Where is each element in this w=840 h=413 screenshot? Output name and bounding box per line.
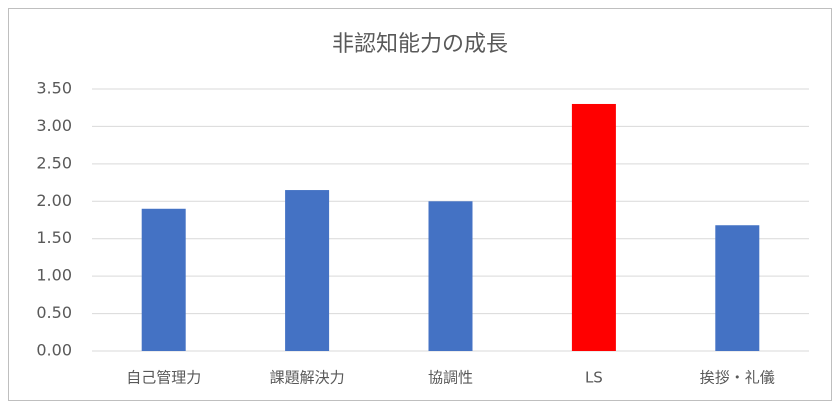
chart-title: 非認知能力の成長 — [332, 32, 508, 57]
bar — [428, 201, 473, 351]
y-tick-label: 1.50 — [36, 228, 72, 247]
bar — [571, 103, 616, 351]
x-tick-label: 自己管理力 — [126, 369, 201, 387]
y-tick-label: 0.50 — [36, 303, 72, 322]
x-tick-label: 課題解決力 — [270, 369, 345, 387]
bar — [285, 190, 330, 351]
chart-border — [8, 8, 832, 401]
y-tick-label: 2.50 — [36, 153, 72, 172]
y-tick-label: 3.00 — [36, 116, 72, 135]
y-tick-label: 3.50 — [36, 79, 72, 98]
x-tick-label: 挨拶・礼儀 — [700, 369, 775, 387]
y-tick-label: 1.00 — [36, 266, 72, 285]
y-tick-label: 0.00 — [36, 341, 72, 360]
x-tick-label: 協調性 — [428, 369, 473, 387]
x-tick-label: LS — [585, 369, 603, 387]
bar — [141, 208, 186, 351]
y-tick-label: 2.00 — [36, 191, 72, 210]
bar — [715, 225, 760, 351]
